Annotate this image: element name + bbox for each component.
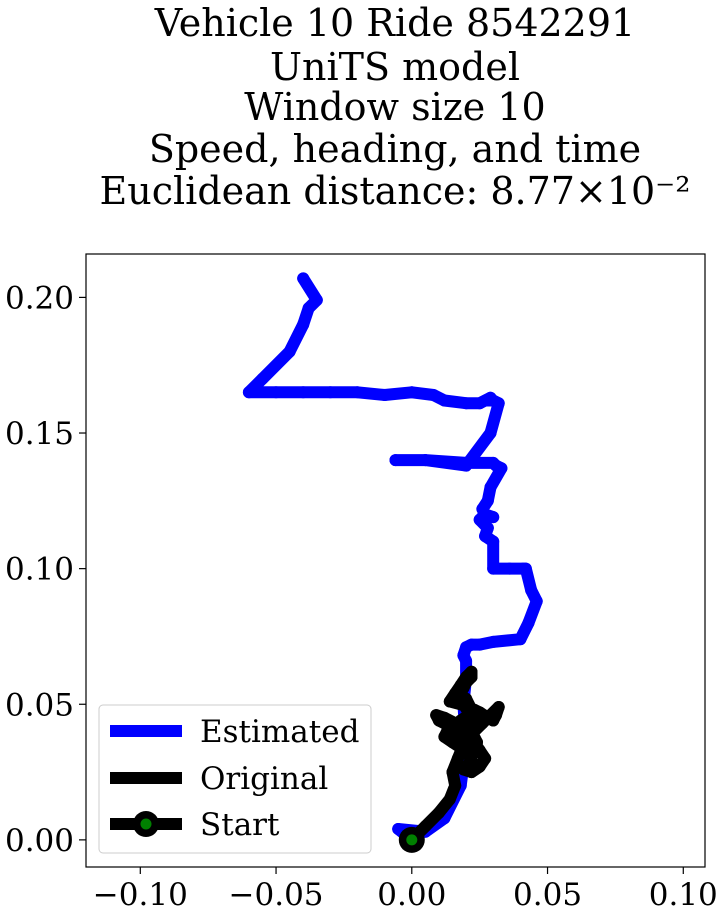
x-tick-label: 0.10 — [649, 877, 718, 913]
series-estimated-line-point — [487, 562, 500, 575]
series-estimated-line-point — [297, 318, 310, 331]
series-estimated-line-point — [405, 386, 418, 399]
series-estimated-line-point — [481, 522, 494, 534]
series-estimated-line-point — [465, 638, 478, 651]
series-estimated-line-point — [503, 562, 516, 575]
series-estimated-line-point — [487, 635, 500, 648]
series-estimated-line-point — [484, 391, 497, 404]
series-layer — [242, 272, 543, 853]
y-tick-label: 0.15 — [5, 416, 74, 452]
legend-box — [98, 704, 372, 854]
series-original-line-point — [484, 709, 497, 722]
legend-label-start: Start — [200, 807, 280, 843]
series-original-line-point — [465, 703, 478, 716]
legend-swatch-start-dot — [140, 818, 152, 830]
series-original-line-point — [492, 701, 505, 713]
series-original-line-point — [460, 692, 473, 705]
series-estimated-line-point — [427, 389, 440, 401]
series-original-line-point — [465, 725, 478, 738]
y-axis: 0.00 0.05 0.10 0.15 0.20 — [5, 280, 86, 859]
x-axis: −0.10 −0.05 0.00 0.05 0.10 — [93, 867, 718, 913]
legend-label-estimated: Estimated — [200, 714, 359, 750]
series-original-line-point — [438, 711, 451, 724]
series-estimated-line-point — [514, 633, 527, 646]
series-original-line-point — [460, 714, 473, 727]
series-estimated-line-point — [530, 595, 543, 608]
title-line-3: Window size 10 — [244, 85, 545, 129]
legend: Estimated Original Start — [98, 704, 372, 854]
series-original-line-point — [446, 766, 459, 779]
title-line-1: Vehicle 10 Ride 8542291 — [154, 1, 635, 45]
series-estimated-line-point — [310, 294, 323, 307]
series-original-line-point — [449, 779, 462, 792]
x-tick-label: 0.00 — [377, 877, 446, 913]
x-tick-label: 0.05 — [513, 877, 582, 913]
series-original-line-point — [419, 820, 432, 833]
series-estimated-line-point — [297, 272, 310, 285]
series-estimated-line-point — [256, 372, 269, 385]
series-original-line-point — [443, 695, 456, 708]
series-estimated-line-point — [438, 394, 451, 407]
series-estimated-line-point — [324, 386, 337, 399]
x-tick-label: −0.05 — [229, 877, 324, 913]
series-estimated-line-point — [302, 302, 315, 315]
y-tick-label: 0.10 — [5, 552, 74, 588]
series-estimated-line-point — [460, 459, 473, 472]
series-original-line-point — [432, 806, 445, 819]
title-line-5: Euclidean distance: 8.77×10⁻² — [100, 169, 691, 213]
series-estimated-line-point — [351, 386, 364, 399]
series-estimated-line-point — [460, 397, 473, 410]
y-tick-label: 0.20 — [5, 280, 74, 316]
series-estimated-line-point — [297, 386, 310, 399]
start-marker-dot — [406, 834, 418, 846]
series-estimated-line-point — [484, 481, 497, 494]
y-tick-label: 0.05 — [5, 687, 74, 723]
series-original-line-point — [465, 741, 478, 754]
series-estimated-line-point — [392, 823, 405, 835]
title-line-4: Speed, heading, and time — [149, 127, 641, 171]
series-estimated-line-point — [389, 454, 402, 467]
x-tick-label: −0.10 — [93, 877, 188, 913]
series-estimated-line-point — [270, 386, 282, 399]
series-estimated-line-point — [283, 345, 296, 358]
series-estimated-line-point — [487, 456, 500, 469]
series-estimated-line-point — [522, 616, 535, 629]
series-estimated-line-point — [242, 386, 255, 399]
series-original-line-point — [443, 793, 456, 806]
chart-title: Vehicle 10 Ride 8542291 UniTS model Wind… — [100, 1, 691, 213]
series-estimated-line-point — [481, 494, 494, 507]
y-tick-label: 0.00 — [5, 823, 74, 859]
title-line-2: UniTS model — [270, 45, 520, 89]
series-estimated-line-point — [484, 427, 497, 439]
series-estimated-line-point — [473, 397, 486, 410]
series-estimated-line-point — [525, 584, 538, 597]
legend-label-original: Original — [200, 761, 328, 797]
series-estimated-line-point — [419, 454, 432, 467]
series-estimated-line-point — [517, 562, 530, 575]
series-estimated-line-point — [473, 638, 486, 651]
series-estimated-line-point — [378, 389, 391, 401]
